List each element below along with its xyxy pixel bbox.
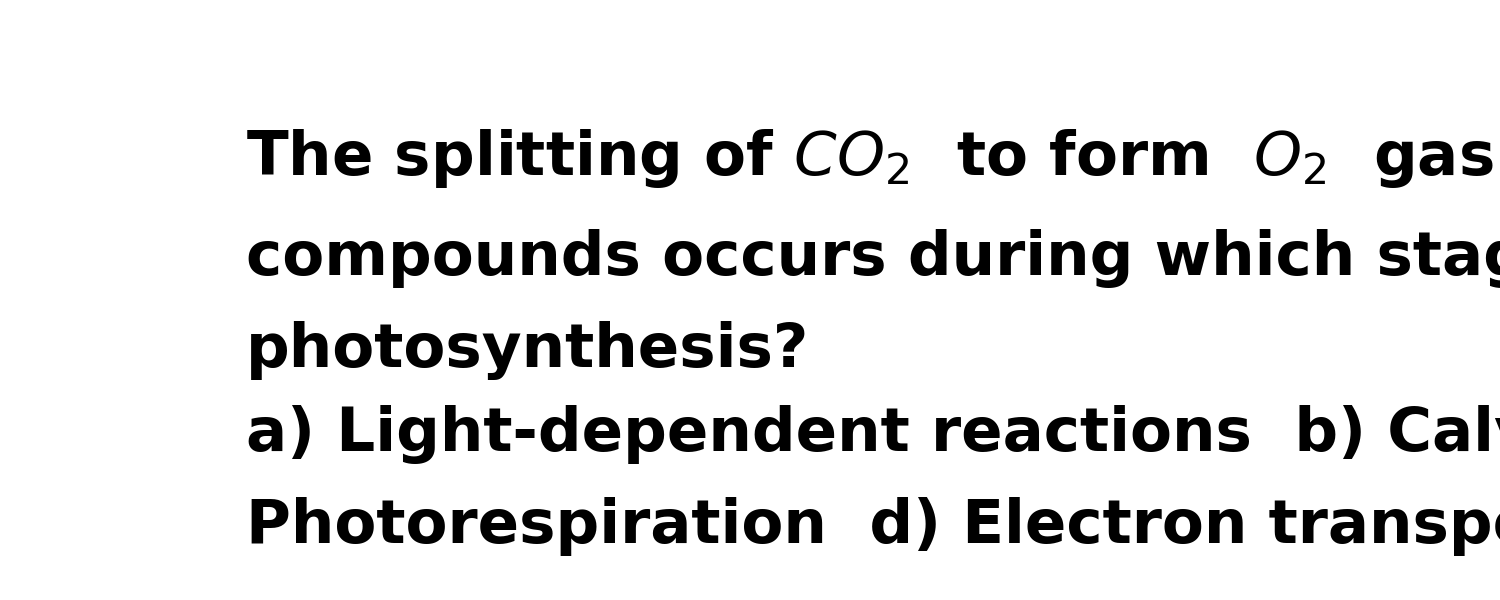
Text: a) Light-dependent reactions  b) Calvin cycle  c): a) Light-dependent reactions b) Calvin c…: [246, 404, 1500, 464]
Text: Photorespiration  d) Electron transport chain: Photorespiration d) Electron transport c…: [246, 497, 1500, 556]
Text: photosynthesis?: photosynthesis?: [246, 322, 808, 380]
Text: compounds occurs during which stage of: compounds occurs during which stage of: [246, 229, 1500, 288]
Text: The splitting of $\mathit{CO_2}$  to form  $\mathit{O_2}$  gas and carbon: The splitting of $\mathit{CO_2}$ to form…: [246, 127, 1500, 190]
